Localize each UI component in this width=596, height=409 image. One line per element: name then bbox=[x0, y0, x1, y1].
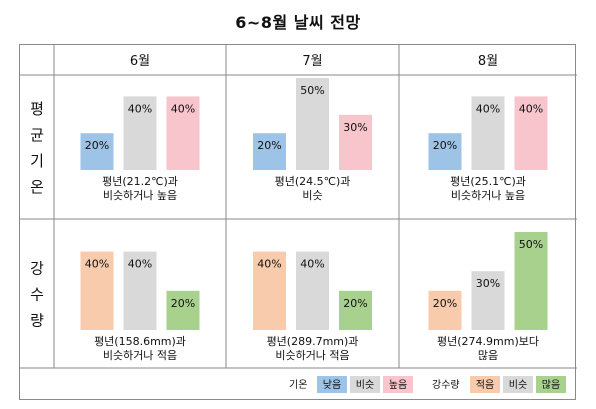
bar bbox=[296, 251, 329, 330]
bar bbox=[80, 251, 114, 330]
cell-caption: 비슷하거나 적음 bbox=[275, 348, 349, 362]
bar bbox=[80, 133, 114, 170]
bar bbox=[123, 251, 157, 330]
legend-temperature-item: 비슷 bbox=[356, 379, 374, 391]
row-label-char: 수 bbox=[30, 286, 44, 304]
bar-value-label: 50% bbox=[519, 238, 543, 251]
bar-value-label: 30% bbox=[343, 121, 367, 134]
cell-caption: 비슷 bbox=[302, 189, 322, 202]
legend-temperature-item: 높음 bbox=[389, 379, 407, 391]
legend-temperature-item: 낮음 bbox=[323, 379, 341, 391]
bar-value-label: 40% bbox=[128, 102, 152, 115]
cell-caption: 평년(289.7mm)과 bbox=[267, 335, 359, 348]
cell-caption: 평년(25.1℃)과 bbox=[450, 175, 526, 188]
bar-value-label: 40% bbox=[85, 258, 109, 271]
legend-precipitation-swatch bbox=[536, 376, 566, 393]
bar bbox=[514, 232, 548, 330]
cell-caption: 비슷하거나 높음 bbox=[451, 188, 525, 202]
bar-value-label: 20% bbox=[85, 139, 109, 152]
cell-caption: 평년(21.2℃)과 bbox=[102, 175, 178, 188]
bar bbox=[428, 133, 462, 170]
bar bbox=[166, 96, 200, 170]
legend-precipitation-swatch bbox=[503, 376, 533, 393]
legend-precipitation-label: 강수량 bbox=[432, 379, 460, 391]
bar-value-label: 40% bbox=[300, 258, 324, 271]
bar bbox=[471, 271, 505, 330]
row-label-char: 온 bbox=[30, 178, 44, 196]
bar bbox=[253, 251, 286, 330]
cell-caption: 비슷하거나 적음 bbox=[103, 348, 177, 362]
legend-temperature-swatch bbox=[317, 376, 347, 393]
cell-caption: 평년(158.6mm)과 bbox=[94, 335, 186, 348]
bar bbox=[339, 114, 372, 170]
bar bbox=[471, 96, 505, 170]
legend-temperature-swatch bbox=[350, 376, 380, 393]
legend-precipitation-item: 비슷 bbox=[509, 379, 527, 391]
row-label-char: 기 bbox=[30, 152, 44, 170]
row-label-char: 량 bbox=[30, 312, 44, 330]
bar-value-label: 20% bbox=[171, 297, 195, 310]
bar-value-label: 40% bbox=[519, 102, 543, 115]
page-title: 6~8월 날씨 전망 bbox=[235, 13, 361, 32]
bar-value-label: 40% bbox=[171, 102, 195, 115]
cell-caption: 많음 bbox=[478, 349, 498, 362]
bar bbox=[253, 133, 286, 170]
bar-value-label: 20% bbox=[433, 139, 457, 152]
legend-temperature-label: 기온 bbox=[289, 379, 307, 391]
cell-caption: 평년(24.5℃)과 bbox=[275, 175, 351, 188]
bar-value-label: 20% bbox=[343, 297, 367, 310]
bar bbox=[166, 290, 200, 330]
cell-caption: 비슷하거나 높음 bbox=[103, 188, 177, 202]
bar bbox=[514, 96, 548, 170]
bar-value-label: 20% bbox=[257, 139, 281, 152]
month-header: 8월 bbox=[478, 54, 498, 69]
bar bbox=[428, 290, 462, 330]
bar-value-label: 40% bbox=[476, 102, 500, 115]
legend-precipitation-item: 많음 bbox=[542, 379, 560, 391]
cell-caption: 평년(274.9mm)보다 bbox=[437, 335, 539, 348]
row-label-char: 강 bbox=[30, 260, 44, 278]
forecast-table: 6월 7월 8월 평 균 기 온 강 수 량 20% 40% 40% 평년(21.2℃)과 비슷하거나 높음… bbox=[19, 44, 577, 400]
legend-precipitation-item: 적음 bbox=[476, 379, 494, 391]
row-label-char: 균 bbox=[30, 126, 44, 144]
month-header: 6월 bbox=[130, 54, 150, 69]
row-label-char: 평 bbox=[30, 100, 44, 118]
month-header: 7월 bbox=[302, 54, 322, 69]
bar-value-label: 50% bbox=[300, 84, 324, 97]
bar bbox=[123, 96, 157, 170]
bar bbox=[296, 78, 329, 170]
bar-value-label: 40% bbox=[257, 258, 281, 271]
legend-temperature-swatch bbox=[383, 376, 413, 393]
bar bbox=[339, 290, 372, 330]
bar-value-label: 40% bbox=[128, 258, 152, 271]
legend-precipitation-swatch bbox=[470, 376, 500, 393]
bar-value-label: 20% bbox=[433, 297, 457, 310]
bar-value-label: 30% bbox=[476, 277, 500, 290]
